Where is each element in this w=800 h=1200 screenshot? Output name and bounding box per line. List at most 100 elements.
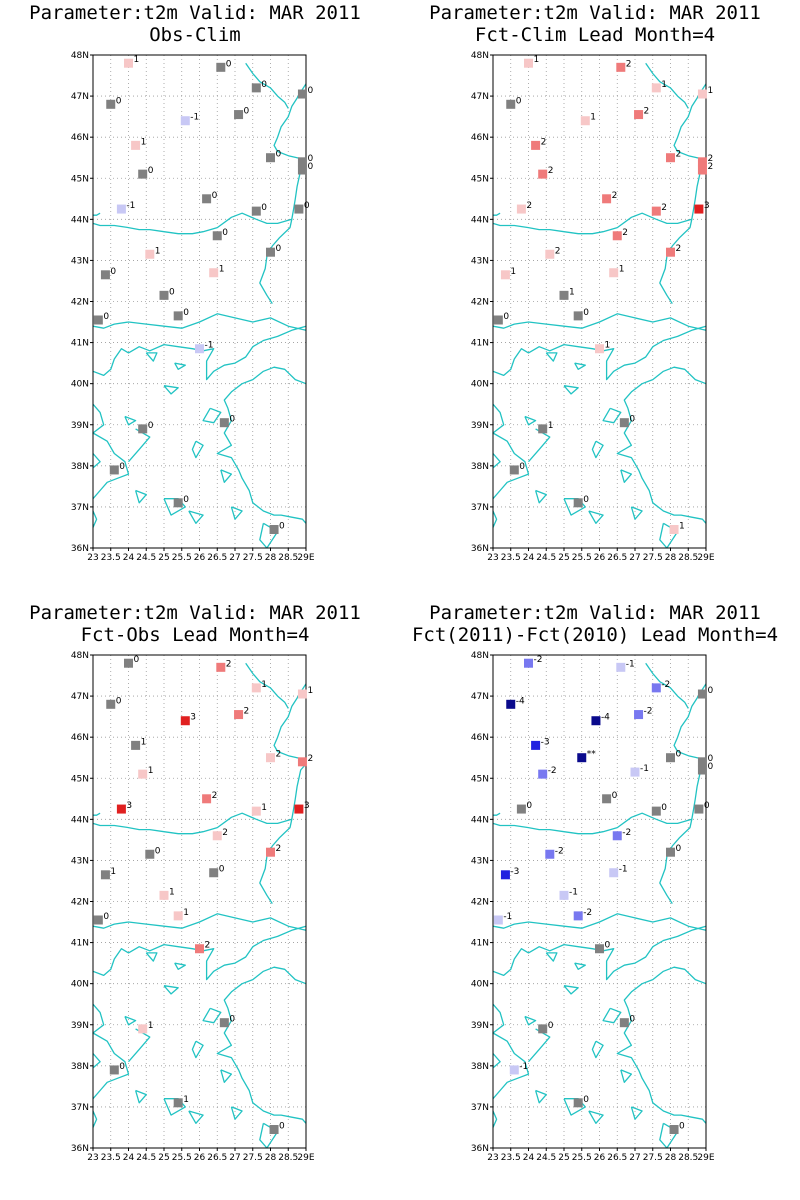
lon-tick-label: 23	[87, 553, 98, 563]
station-marker	[616, 662, 626, 672]
lat-tick-label: 45N	[471, 774, 489, 784]
station-value-label: 0	[605, 941, 611, 951]
lat-tick-label: 44N	[71, 815, 89, 825]
station-marker	[545, 849, 555, 859]
station-marker	[634, 710, 644, 720]
lat-tick-label: 42N	[471, 898, 489, 908]
coastline-segment	[528, 1028, 551, 1063]
station-marker	[195, 944, 204, 954]
station-marker	[116, 204, 126, 214]
station-marker	[131, 740, 141, 750]
station-value-label: 0	[676, 844, 682, 854]
lon-tick-label: 29E	[297, 1153, 314, 1163]
station-marker	[577, 753, 587, 763]
station-marker	[138, 1024, 148, 1034]
coastline	[492, 62, 707, 549]
station-value-label: 0	[155, 846, 161, 856]
lat-tick-label: 41N	[71, 339, 89, 349]
coastline-segment	[645, 62, 689, 109]
station-marker	[159, 890, 169, 900]
lon-tick-label: 26.5	[607, 553, 627, 563]
coastline-segment	[545, 952, 558, 962]
panel-title-line1: Parameter:t2m Valid: MAR 2011	[29, 2, 361, 24]
lat-tick-label: 48N	[71, 51, 89, 61]
station-marker	[559, 290, 569, 300]
map-frame	[492, 654, 707, 1149]
coastline-segment	[163, 498, 186, 516]
coastline-segment	[245, 62, 289, 109]
lat-tick-label: 39N	[71, 421, 89, 431]
lat-tick-label: 41N	[471, 939, 489, 949]
lon-tick-label: 27	[229, 1153, 240, 1163]
coastline-segment	[492, 925, 707, 981]
station-value-label: 3	[704, 201, 710, 211]
station-marker	[619, 418, 629, 428]
station-value-label: 2	[276, 844, 282, 854]
station-marker	[138, 424, 148, 434]
coastline-segment	[92, 1053, 101, 1069]
lon-tick-label: 23.5	[101, 1153, 121, 1163]
coastline-segment	[588, 510, 604, 524]
station-marker	[266, 247, 275, 257]
station-marker	[612, 831, 622, 841]
station-value-label: 0	[134, 655, 140, 665]
station-value-label: 2	[226, 659, 232, 669]
station-marker	[297, 89, 307, 99]
coastline-segment	[128, 1028, 151, 1063]
station-marker	[580, 116, 590, 126]
station-value-label: 1	[619, 265, 625, 275]
coastline-segment	[163, 1098, 186, 1116]
lon-tick-label: 25.5	[572, 1153, 592, 1163]
station-value-label: 3	[304, 801, 310, 811]
lon-tick-label: 24.5	[536, 553, 556, 563]
station-marker	[145, 849, 155, 859]
lon-tick-label: 25.5	[172, 553, 192, 563]
lat-tick-label: 44N	[71, 215, 89, 225]
station-value-label: 1	[110, 867, 116, 877]
station-value-label: 0	[707, 754, 713, 764]
station-marker	[195, 344, 204, 354]
station-value-label: -2	[555, 846, 564, 856]
station-marker	[106, 699, 116, 709]
station-marker	[524, 58, 533, 68]
station-marker	[93, 315, 103, 325]
coastline-segment	[220, 1069, 233, 1083]
lon-tick-label: 27.5	[243, 1153, 263, 1163]
station-marker	[651, 806, 661, 816]
station-value-label: 0	[229, 1015, 235, 1025]
coastline-segment	[492, 453, 501, 469]
station-marker	[516, 204, 526, 214]
coastline-segment	[92, 403, 130, 500]
station-value-label: 0	[148, 166, 154, 176]
station-value-label: 1	[155, 246, 161, 256]
station-value-label: 1	[661, 80, 667, 90]
station-value-label: -2	[534, 655, 543, 665]
coastline-segment	[620, 469, 633, 483]
coastline-segment	[591, 1040, 604, 1059]
lat-tick-label: 46N	[71, 133, 89, 143]
map-frame	[92, 54, 307, 549]
coastline-segment	[230, 506, 243, 520]
lon-tick-label: 28.5	[678, 1153, 698, 1163]
station-value-label: 2	[276, 750, 282, 760]
coastline-segment	[492, 313, 707, 331]
station-value-label: 1	[707, 86, 713, 96]
coastline-segment	[563, 498, 586, 516]
station-marker	[100, 870, 110, 880]
station-value-label: 1	[148, 1021, 154, 1031]
lat-tick-label: 37N	[471, 1103, 489, 1113]
station-value-label: 1	[261, 680, 267, 690]
station-value-label: 0	[583, 1095, 589, 1105]
station-marker	[697, 765, 707, 775]
lat-tick-label: 37N	[471, 503, 489, 513]
station-value-label: -2	[548, 766, 557, 776]
station-value-label: 2	[222, 828, 228, 838]
coastline-segment	[492, 812, 692, 835]
station-value-label: -1	[519, 1062, 528, 1072]
coastline-segment	[492, 1003, 530, 1100]
station-value-label: 1	[183, 908, 189, 918]
station-value-label: 0	[226, 59, 232, 69]
map-frame	[492, 54, 707, 549]
station-marker	[602, 194, 612, 204]
lon-tick-label: 24	[123, 1153, 135, 1163]
